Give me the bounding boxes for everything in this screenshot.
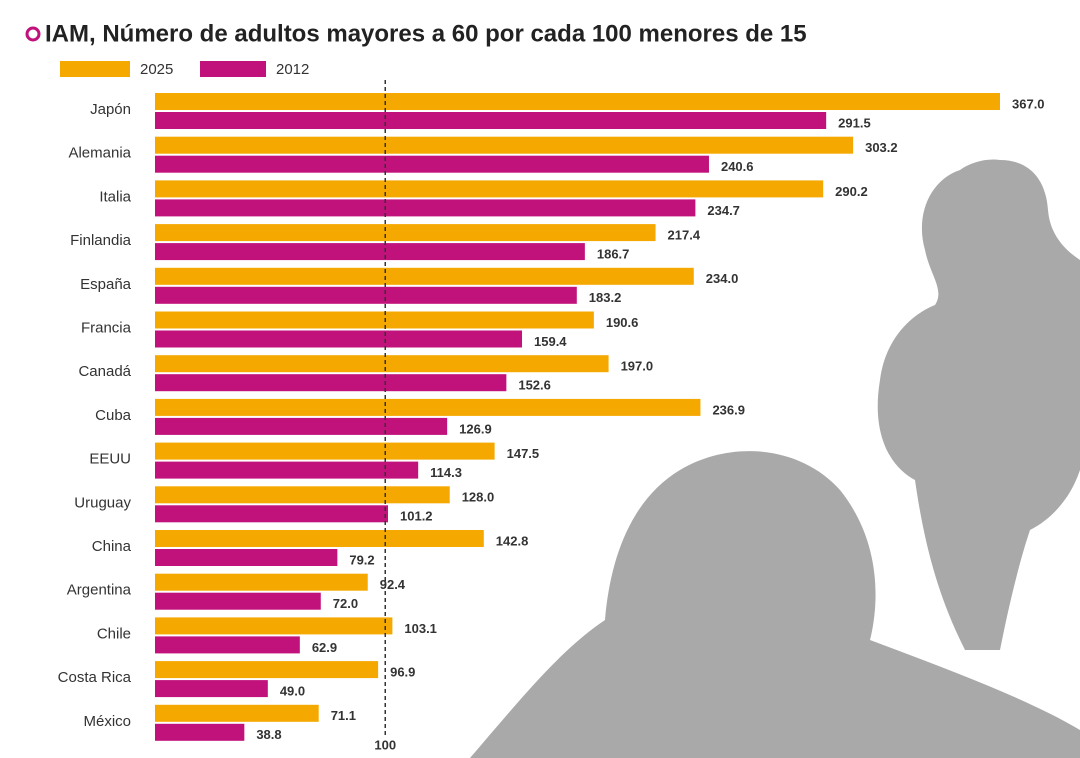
bar	[155, 136, 854, 154]
value-label: 152.6	[518, 378, 551, 393]
value-label: 240.6	[721, 159, 754, 174]
value-label: 303.2	[865, 140, 898, 155]
value-label: 147.5	[507, 446, 540, 461]
value-label: 186.7	[597, 247, 630, 262]
value-label: 62.9	[312, 640, 337, 655]
bar	[155, 224, 656, 242]
y-tick-label: Chile	[97, 625, 131, 642]
y-tick-label: Alemania	[68, 145, 131, 162]
bar	[155, 723, 245, 741]
y-tick-label: Costa Rica	[58, 669, 132, 686]
bar	[155, 661, 379, 679]
value-label: 183.2	[589, 290, 622, 305]
value-label: 190.6	[606, 315, 639, 330]
title-icon	[25, 26, 41, 42]
y-tick-label: Argentina	[67, 582, 132, 599]
bar	[155, 680, 268, 698]
adult-silhouette	[470, 451, 1080, 758]
y-tick-label: Canadá	[78, 363, 131, 380]
bar	[155, 355, 609, 373]
value-label: 291.5	[838, 115, 871, 130]
value-label: 128.0	[462, 490, 495, 505]
value-label: 71.1	[331, 708, 356, 723]
bar	[155, 505, 389, 523]
value-label: 236.9	[712, 402, 745, 417]
y-tick-label: EEUU	[89, 451, 131, 468]
value-label: 72.0	[333, 596, 358, 611]
bar	[155, 112, 827, 129]
value-label: 234.0	[706, 271, 739, 286]
bar	[155, 704, 319, 722]
value-label: 234.7	[707, 203, 740, 218]
bar	[155, 267, 694, 285]
y-tick-label: Cuba	[95, 407, 132, 424]
legend-label: 2025	[140, 61, 173, 78]
bar	[155, 486, 450, 504]
value-label: 103.1	[404, 621, 437, 636]
child-silhouette	[877, 159, 1080, 650]
y-tick-label: Finlandia	[70, 232, 132, 249]
bar	[155, 461, 419, 479]
y-tick-label: México	[83, 713, 131, 730]
bar	[155, 93, 1000, 110]
value-label: 367.0	[1012, 96, 1045, 111]
bar	[155, 155, 709, 173]
y-tick-label: España	[80, 276, 132, 293]
value-label: 290.2	[835, 184, 868, 199]
bar	[155, 417, 448, 435]
y-tick-label: Uruguay	[74, 494, 131, 511]
value-label: 38.8	[256, 727, 281, 742]
value-label: 49.0	[280, 684, 305, 699]
legend-swatch	[200, 61, 266, 77]
bar	[155, 636, 300, 654]
bar	[155, 592, 321, 610]
value-label: 159.4	[534, 334, 567, 349]
bar	[155, 330, 523, 348]
value-label: 197.0	[621, 359, 654, 374]
silhouettes	[470, 159, 1080, 758]
bar	[155, 199, 696, 217]
y-tick-label: Italia	[99, 188, 131, 205]
bar	[155, 180, 824, 198]
bar	[155, 286, 577, 304]
value-label: 114.3	[430, 465, 462, 480]
bar	[155, 243, 585, 261]
value-label: 217.4	[668, 228, 701, 243]
x-tick-label: 100	[374, 737, 396, 752]
bar	[155, 374, 507, 392]
bar	[155, 549, 338, 566]
legend-label: 2012	[276, 61, 309, 78]
bar	[155, 398, 701, 416]
y-tick-label: Francia	[81, 319, 132, 336]
bar	[155, 573, 368, 591]
chart-title: IAM, Número de adultos mayores a 60 por …	[45, 20, 807, 47]
value-label: 126.9	[459, 421, 492, 436]
y-tick-label: Japón	[90, 101, 131, 118]
bar	[155, 311, 594, 329]
bar	[155, 617, 393, 635]
bar	[155, 530, 484, 547]
y-tick-label: China	[92, 538, 132, 555]
value-label: 79.2	[349, 552, 374, 567]
legend-swatch	[60, 61, 130, 77]
value-label: 92.4	[380, 577, 406, 592]
value-label: 101.2	[400, 509, 433, 524]
value-label: 96.9	[390, 665, 415, 680]
bar	[155, 442, 495, 460]
value-label: 142.8	[496, 533, 529, 548]
